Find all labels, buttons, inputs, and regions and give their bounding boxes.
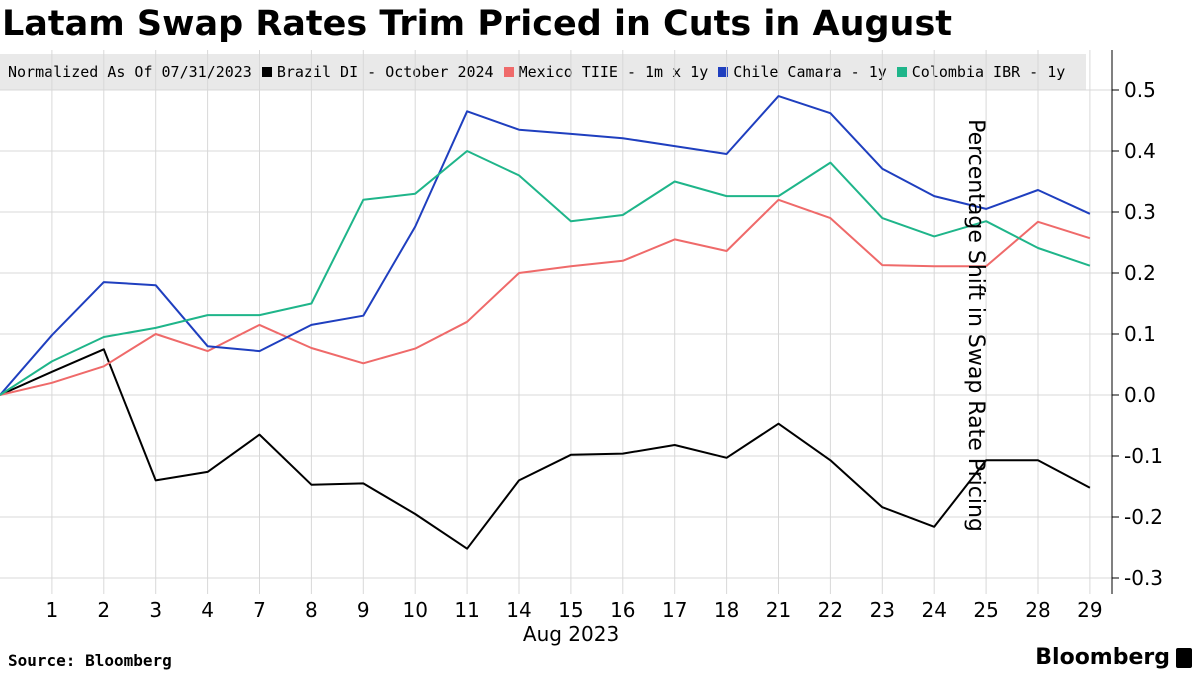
y-axis-label: Percentage Shift in Swap Rate Pricing (962, 118, 988, 532)
y-tick-label: -0.2 (1124, 505, 1163, 529)
x-tick-label: 23 (870, 598, 895, 622)
x-tick-label: 2 (97, 598, 110, 622)
x-tick-label: 25 (973, 598, 998, 622)
x-tick-label: 29 (1077, 598, 1102, 622)
x-tick-label: 18 (714, 598, 739, 622)
x-tick-label: 22 (818, 598, 843, 622)
legend-item-chile: Chile Camara - 1y (718, 63, 887, 81)
legend-swatch-chile (718, 67, 729, 77)
series-line-brazil (0, 348, 1091, 550)
x-tick-label: 15 (558, 598, 583, 622)
legend: Normalized As Of 07/31/2023 Brazil DI - … (0, 54, 1086, 90)
x-tick-label: 8 (305, 598, 318, 622)
x-tick-label: 14 (506, 598, 531, 622)
x-tick-label: 16 (610, 598, 635, 622)
x-tick-label: 9 (357, 598, 370, 622)
y-tick-label: 0.3 (1124, 200, 1156, 224)
legend-item-brazil: Brazil DI - October 2024 (261, 63, 494, 81)
legend-label-colombia: Colombia IBR - 1y (911, 63, 1066, 81)
y-tick-label: 0.4 (1124, 139, 1156, 163)
legend-swatch-colombia (896, 67, 907, 77)
legend-label-mexico: Mexico TIIE - 1m x 1y (518, 63, 709, 81)
legend-item-colombia: Colombia IBR - 1y (896, 63, 1066, 81)
x-tick-label: 28 (1025, 598, 1050, 622)
bloomberg-terminal-icon (1176, 647, 1192, 668)
x-tick-label: 7 (253, 598, 266, 622)
series-line-chile (0, 95, 1091, 396)
x-tick-label: 10 (402, 598, 427, 622)
series-line-colombia (0, 150, 1091, 396)
y-tick-label: -0.3 (1124, 566, 1163, 590)
brand-wordmark: Bloomberg (1035, 645, 1170, 670)
y-tick-label: 0.1 (1124, 322, 1156, 346)
y-tick-label: 0.2 (1124, 261, 1156, 285)
series-line-mexico (0, 198, 1091, 396)
x-tick-label: 21 (766, 598, 791, 622)
chart-title: Latam Swap Rates Trim Priced in Cuts in … (2, 4, 953, 44)
x-tick-label: 4 (201, 598, 214, 622)
y-tick-label: 0.5 (1124, 78, 1156, 102)
legend-item-mexico: Mexico TIIE - 1m x 1y (503, 63, 709, 81)
legend-swatch-mexico (503, 67, 514, 77)
x-tick-label: 24 (921, 598, 946, 622)
legend-label-chile: Chile Camara - 1y (733, 63, 887, 81)
x-tick-label: 3 (149, 598, 162, 622)
brand-logo: Bloomberg (1035, 645, 1192, 670)
x-tick-label: 1 (46, 598, 59, 622)
legend-normalization-note: Normalized As Of 07/31/2023 (8, 63, 252, 81)
x-tick-label: 11 (454, 598, 479, 622)
source-note: Source: Bloomberg (8, 651, 172, 670)
x-axis-label: Aug 2023 (522, 622, 620, 646)
y-tick-label: -0.1 (1124, 444, 1163, 468)
y-tick-label: 0.0 (1124, 383, 1156, 407)
legend-swatch-brazil (261, 67, 272, 77)
legend-label-brazil: Brazil DI - October 2024 (276, 63, 494, 81)
x-tick-label: 17 (662, 598, 687, 622)
